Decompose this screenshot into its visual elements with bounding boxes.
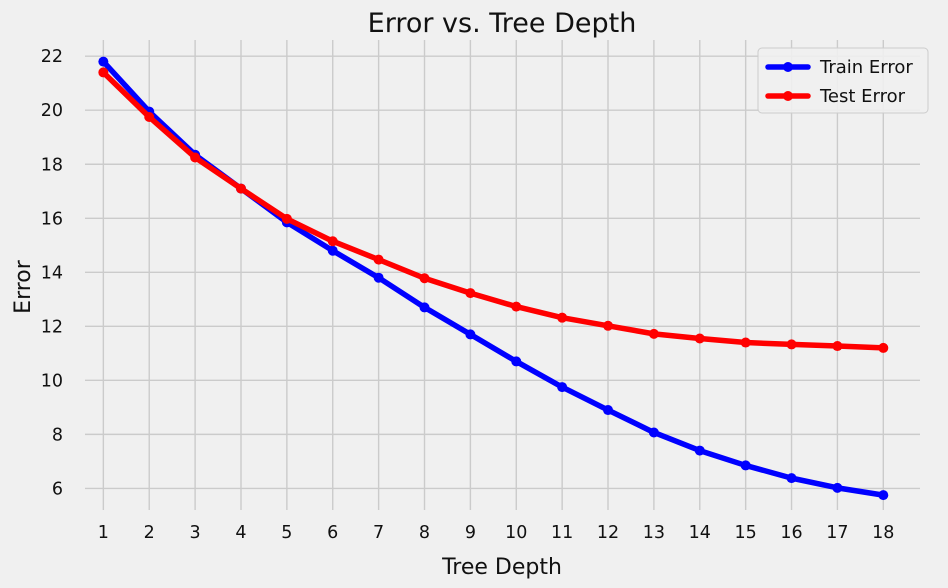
y-tick-label: 10 bbox=[41, 371, 63, 391]
legend-item: Test Error bbox=[765, 86, 906, 107]
chart-title: Error vs. Tree Depth bbox=[368, 8, 637, 39]
data-point bbox=[832, 341, 843, 352]
x-tick-label: 18 bbox=[872, 523, 894, 543]
x-tick-label: 14 bbox=[689, 523, 711, 543]
x-tick-label: 3 bbox=[190, 523, 201, 543]
legend-marker bbox=[783, 62, 793, 72]
series-line bbox=[100, 69, 887, 351]
x-axis-ticks: 1 2 3 4 5 6 7 8 9 10 11 12 13 14 15 16 17 18 bbox=[98, 523, 895, 543]
legend-marker bbox=[783, 91, 793, 101]
y-tick-label: 8 bbox=[52, 425, 63, 445]
data-point bbox=[648, 328, 659, 339]
data-point bbox=[832, 482, 843, 493]
y-axis-label: Error bbox=[11, 259, 36, 314]
y-tick-label: 16 bbox=[41, 209, 63, 229]
series-2 bbox=[98, 67, 889, 353]
x-tick-label: 16 bbox=[780, 523, 802, 543]
x-tick-label: 1 bbox=[98, 523, 109, 543]
data-point bbox=[419, 273, 430, 284]
data-point bbox=[878, 490, 889, 501]
data-point bbox=[465, 329, 476, 340]
data-point bbox=[603, 405, 614, 416]
y-tick-label: 22 bbox=[41, 47, 63, 67]
y-tick-label: 12 bbox=[41, 317, 63, 337]
x-tick-label: 15 bbox=[735, 523, 757, 543]
y-tick-label: 20 bbox=[41, 101, 63, 121]
data-point bbox=[373, 272, 384, 283]
data-point bbox=[878, 342, 889, 353]
x-axis-label: Tree Depth bbox=[441, 555, 562, 580]
series-1 bbox=[98, 56, 889, 501]
data-point bbox=[98, 56, 109, 67]
data-point bbox=[740, 460, 751, 471]
data-point bbox=[281, 213, 292, 224]
data-point bbox=[327, 236, 338, 247]
data-point bbox=[327, 245, 338, 256]
x-tick-label: 9 bbox=[465, 523, 476, 543]
data-point bbox=[144, 111, 155, 122]
data-point bbox=[465, 288, 476, 299]
legend-label: Train Error bbox=[819, 57, 913, 78]
data-point bbox=[694, 445, 705, 456]
data-point bbox=[786, 473, 797, 484]
x-tick-label: 2 bbox=[144, 523, 155, 543]
data-point bbox=[557, 312, 568, 323]
x-tick-label: 12 bbox=[597, 523, 619, 543]
x-tick-label: 17 bbox=[826, 523, 848, 543]
data-point bbox=[419, 302, 430, 313]
x-tick-label: 6 bbox=[327, 523, 338, 543]
x-tick-label: 13 bbox=[643, 523, 665, 543]
x-tick-label: 5 bbox=[281, 523, 292, 543]
grid bbox=[85, 40, 920, 510]
y-tick-label: 6 bbox=[52, 479, 63, 499]
y-axis-ticks: 6 8 10 12 14 16 18 20 22 bbox=[41, 47, 63, 499]
x-tick-label: 11 bbox=[551, 523, 573, 543]
data-point bbox=[740, 337, 751, 348]
series-line bbox=[100, 58, 887, 498]
data-point bbox=[98, 67, 109, 78]
data-point bbox=[603, 320, 614, 331]
x-tick-label: 8 bbox=[419, 523, 430, 543]
data-point bbox=[694, 333, 705, 344]
series-layer bbox=[98, 56, 889, 501]
data-point bbox=[557, 382, 568, 393]
x-tick-label: 10 bbox=[505, 523, 527, 543]
data-point bbox=[786, 339, 797, 350]
data-point bbox=[511, 301, 522, 312]
x-tick-label: 7 bbox=[373, 523, 384, 543]
data-point bbox=[373, 254, 384, 265]
data-point bbox=[648, 427, 659, 438]
data-point bbox=[511, 356, 522, 367]
data-point bbox=[190, 152, 201, 163]
legend-label: Test Error bbox=[819, 86, 906, 107]
x-tick-label: 4 bbox=[235, 523, 246, 543]
y-tick-label: 14 bbox=[41, 263, 63, 283]
data-point bbox=[235, 183, 246, 194]
legend-item: Train Error bbox=[765, 57, 913, 78]
legend: Train Error Test Error bbox=[757, 47, 929, 114]
y-tick-label: 18 bbox=[41, 155, 63, 175]
